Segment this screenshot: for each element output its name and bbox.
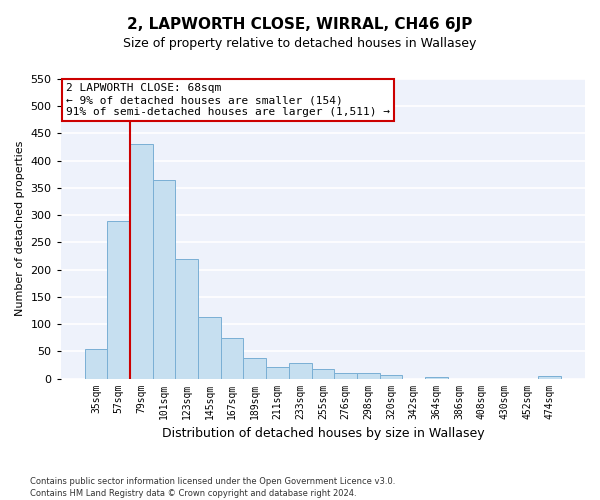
Bar [289,363,311,378]
Bar [85,348,107,378]
Bar [425,377,448,378]
Bar [152,180,175,378]
Bar [334,373,357,378]
Bar [311,369,334,378]
Text: 2, LAPWORTH CLOSE, WIRRAL, CH46 6JP: 2, LAPWORTH CLOSE, WIRRAL, CH46 6JP [127,18,473,32]
Bar [266,366,289,378]
Text: Size of property relative to detached houses in Wallasey: Size of property relative to detached ho… [124,38,476,51]
Bar [198,317,221,378]
Y-axis label: Number of detached properties: Number of detached properties [15,141,25,316]
Bar [380,374,402,378]
Bar [221,338,244,378]
Bar [130,144,152,378]
X-axis label: Distribution of detached houses by size in Wallasey: Distribution of detached houses by size … [161,427,484,440]
Bar [538,376,561,378]
Text: 2 LAPWORTH CLOSE: 68sqm
← 9% of detached houses are smaller (154)
91% of semi-de: 2 LAPWORTH CLOSE: 68sqm ← 9% of detached… [66,84,390,116]
Bar [107,220,130,378]
Text: Contains public sector information licensed under the Open Government Licence v3: Contains public sector information licen… [30,477,395,486]
Bar [175,258,198,378]
Text: Contains HM Land Registry data © Crown copyright and database right 2024.: Contains HM Land Registry data © Crown c… [30,488,356,498]
Bar [357,373,380,378]
Bar [244,358,266,378]
